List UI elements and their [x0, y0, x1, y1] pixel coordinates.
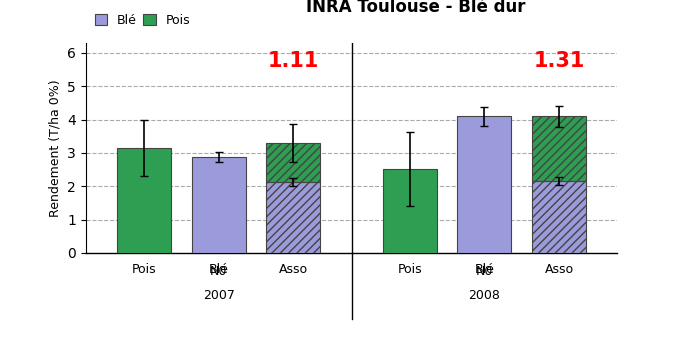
Legend: Blé, Pois: Blé, Pois — [92, 11, 193, 29]
Bar — [532, 116, 587, 181]
Bar — [117, 148, 171, 253]
Bar — [191, 157, 246, 253]
Bar — [266, 143, 320, 182]
Text: 2007: 2007 — [203, 289, 235, 302]
Title: INRA Toulouse - Blé dur: INRA Toulouse - Blé dur — [306, 0, 525, 16]
Text: N0: N0 — [210, 265, 227, 278]
Bar — [383, 169, 437, 253]
Bar — [458, 116, 512, 253]
Text: 1.31: 1.31 — [534, 51, 585, 71]
Bar — [266, 182, 320, 253]
Text: N0: N0 — [476, 265, 493, 278]
Text: 2008: 2008 — [469, 289, 500, 302]
Y-axis label: Rendement (T/ha 0%): Rendement (T/ha 0%) — [49, 79, 62, 217]
Bar — [532, 181, 587, 253]
Text: 1.11: 1.11 — [268, 51, 319, 71]
